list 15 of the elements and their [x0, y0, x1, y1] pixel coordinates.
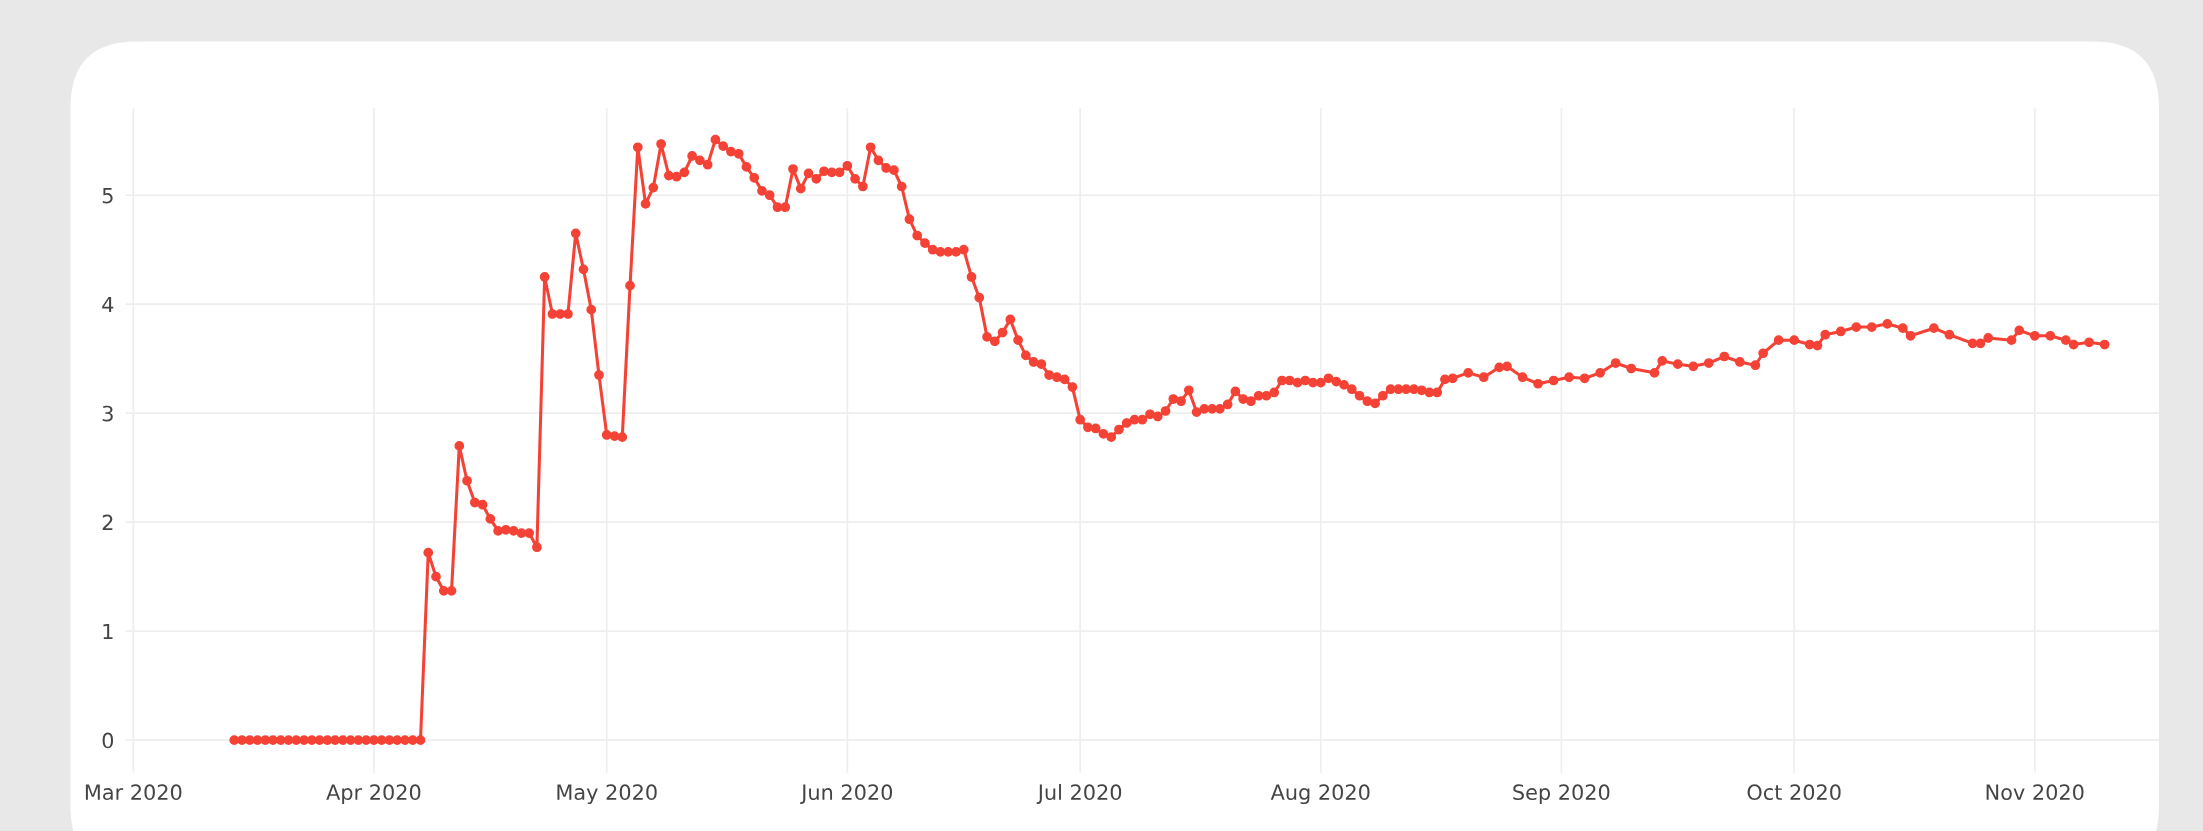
x-tick-label: Nov 2020 [1986, 784, 2084, 801]
y-tick-label: 0 [102, 732, 114, 749]
x-tick-label: May 2020 [557, 784, 657, 805]
x-tick-label: Aug 2020 [1270, 784, 1370, 805]
y-tick-label: 1 [103, 623, 113, 640]
y-tick-label: 5 [102, 187, 113, 204]
y-tick-label: 4 [102, 296, 114, 313]
x-tick-label: Oct 2020 [1747, 784, 1841, 801]
x-tick-label: Jul 2020 [1036, 783, 1122, 804]
y-tick-label: 3 [102, 405, 113, 422]
y-tick-label: 2 [102, 514, 113, 531]
x-tick-label: Mar 2020 [85, 784, 182, 801]
x-tick-label: Apr 2020 [326, 784, 421, 805]
x-tick-label: Jun 2020 [800, 784, 893, 804]
x-tick-label: Sep 2020 [1513, 784, 1610, 805]
